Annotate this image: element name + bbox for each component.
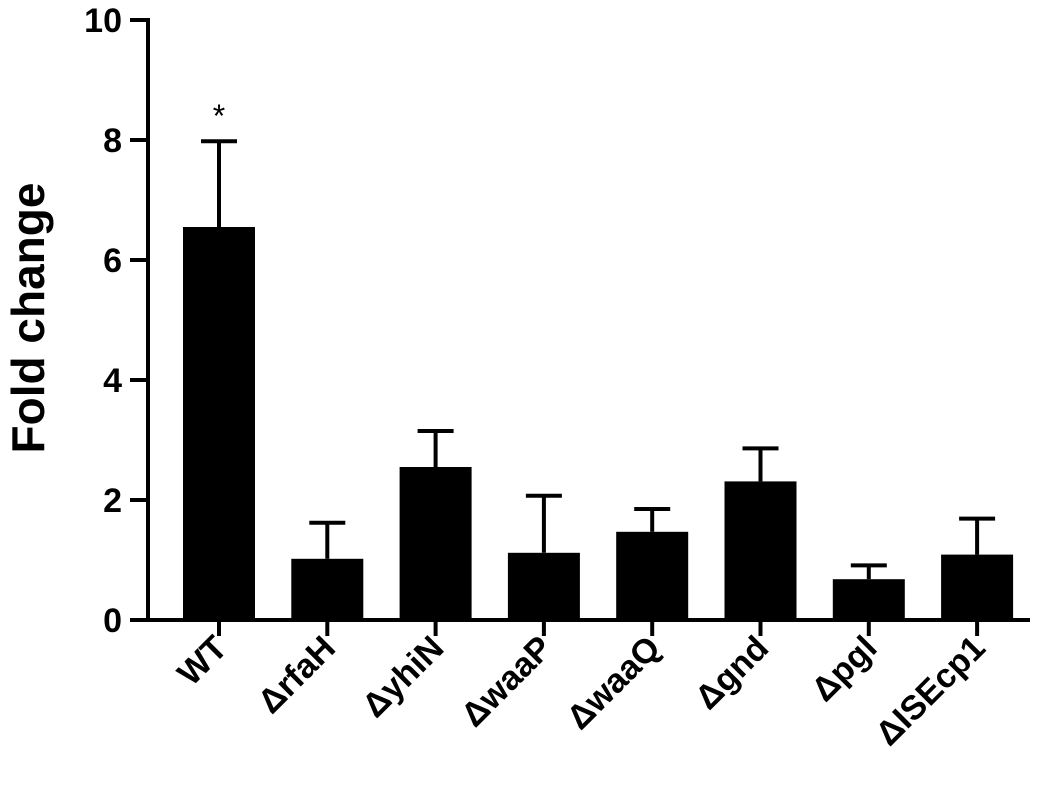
y-tick-label: 4 <box>103 362 122 400</box>
x-tick-label: Δgnd <box>688 629 776 717</box>
y-tick-label: 10 <box>84 2 122 40</box>
y-tick-label: 0 <box>103 602 122 640</box>
y-tick-label: 6 <box>103 242 122 280</box>
bar <box>507 552 580 620</box>
x-tick-label: ΔwaaQ <box>560 629 668 737</box>
significance-marker: * <box>213 98 225 134</box>
y-axis-label: Fold change <box>2 183 54 454</box>
x-axis <box>146 618 1030 636</box>
bar-series <box>183 139 1014 620</box>
y-axis: 0 2 4 6 8 10 <box>84 2 150 640</box>
x-tick-label: ΔwaaP <box>454 629 560 735</box>
bar <box>399 467 472 620</box>
bar <box>832 579 905 620</box>
y-tick-label: 8 <box>103 122 122 160</box>
x-tick-label: Δpgl <box>804 629 884 709</box>
x-tick-label: ΔISEcp1 <box>868 629 992 753</box>
bar <box>616 531 689 620</box>
bar <box>941 554 1014 620</box>
annotations: * <box>213 98 225 134</box>
bar <box>183 227 255 620</box>
x-tick-label: ΔyhiN <box>355 629 451 725</box>
bar <box>724 481 797 620</box>
bar <box>291 558 364 620</box>
y-tick-label: 2 <box>103 482 122 520</box>
x-tick-label: ΔrfaH <box>251 629 343 721</box>
x-tick-label: WT <box>170 629 234 693</box>
